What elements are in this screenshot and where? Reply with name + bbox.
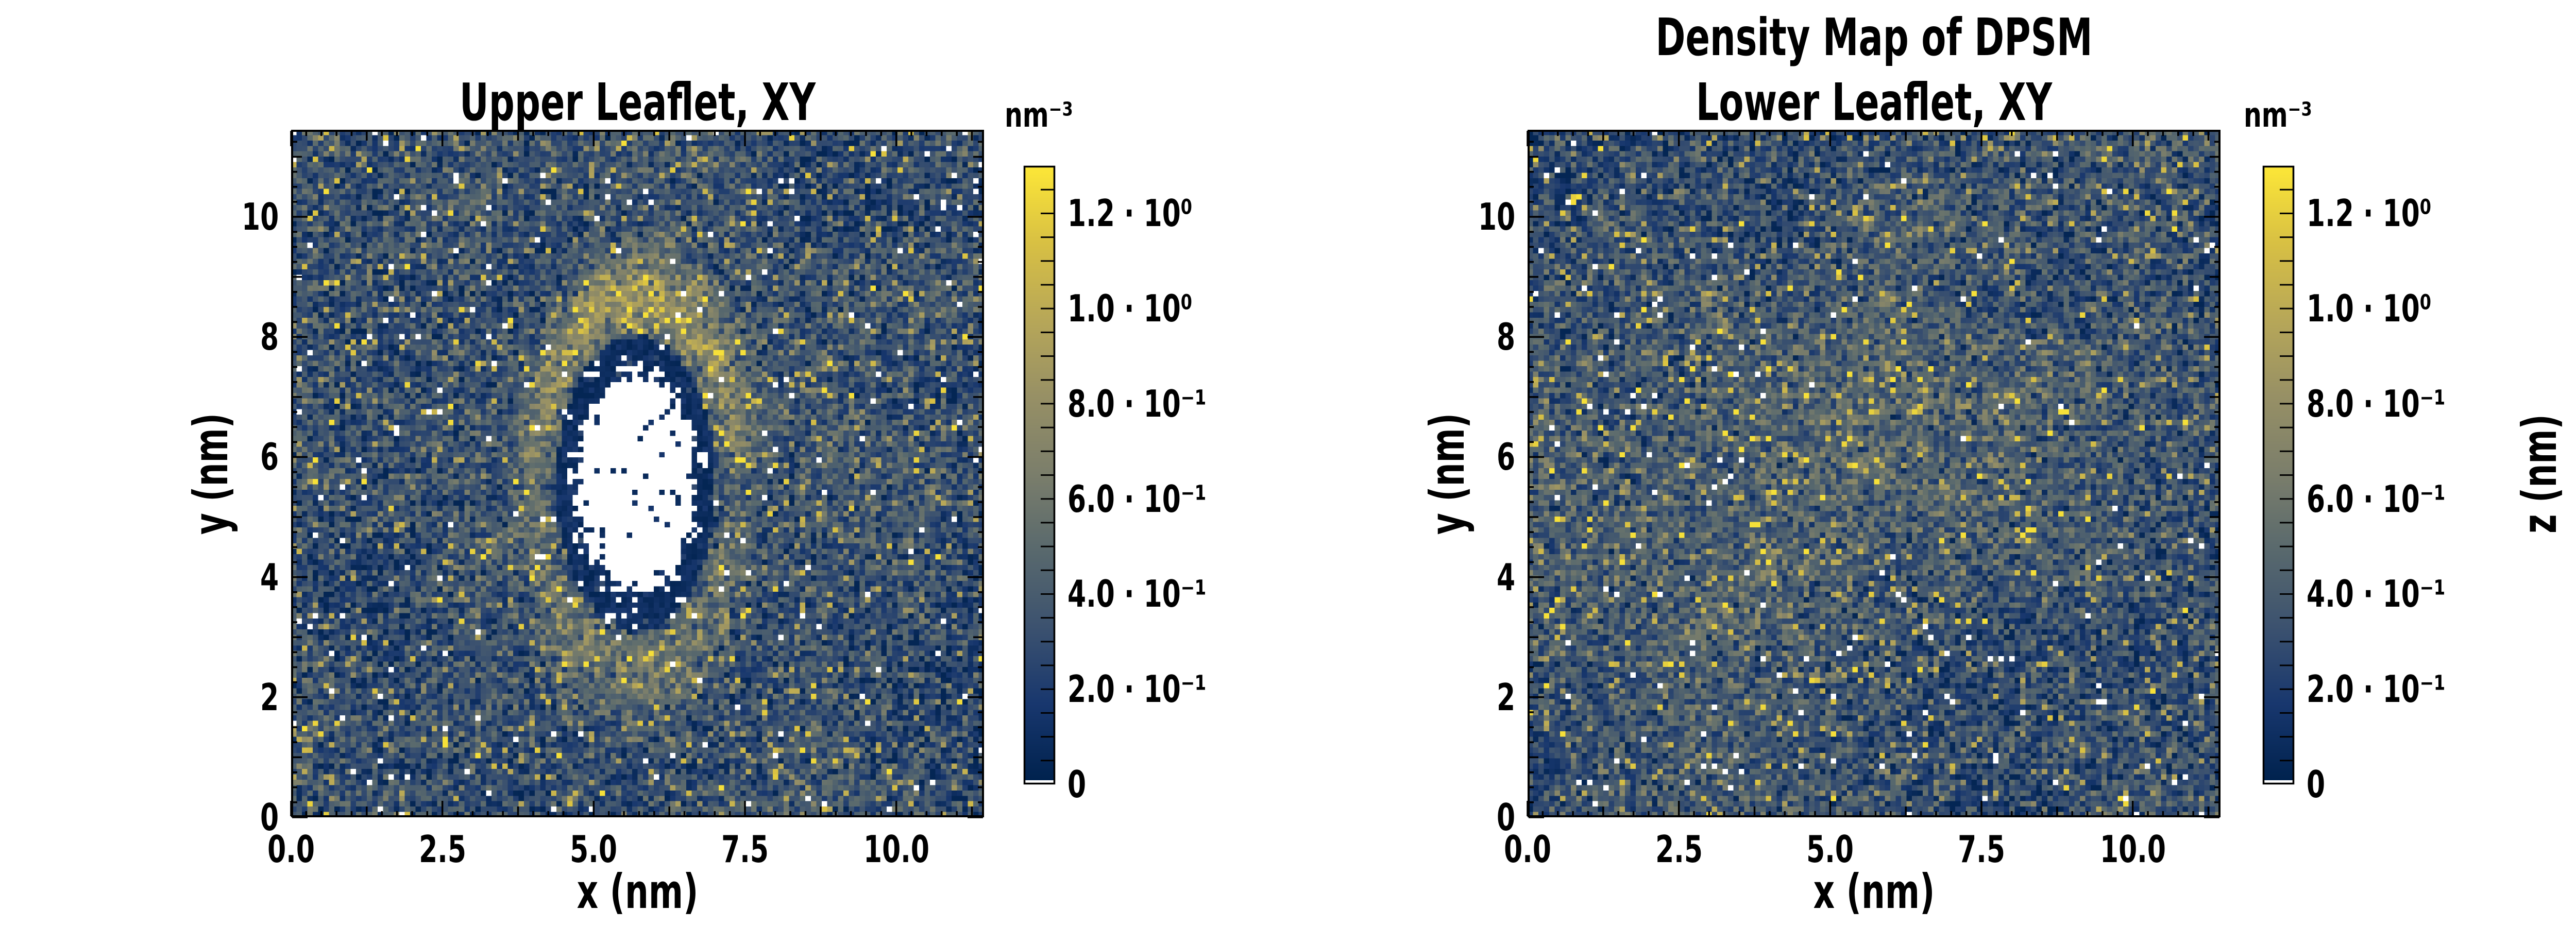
colorbar-tick-label: 2.0 · 10⁻¹ bbox=[1067, 667, 1207, 711]
axes-frame bbox=[290, 130, 984, 818]
y-tick-label: 4 bbox=[260, 555, 279, 599]
colorbar bbox=[2263, 166, 2294, 784]
colorbar-ticks bbox=[2262, 165, 2295, 785]
colorbar-tick-label: 4.0 · 10⁻¹ bbox=[1067, 572, 1207, 616]
colorbar-tick-label: 1.2 · 10⁰ bbox=[2307, 192, 2432, 235]
panel-title: Lower Leaflet, XY bbox=[1696, 72, 2053, 132]
panel-title: Upper Leaflet, XY bbox=[459, 72, 816, 132]
y-tick-label: 2 bbox=[1496, 675, 1515, 719]
y-axis-label: y (nm) bbox=[183, 413, 239, 535]
density-heatmap-lower-leaflet bbox=[1528, 130, 2221, 817]
x-tick-label: 5.0 bbox=[570, 828, 618, 871]
density-heatmap-upper-leaflet bbox=[291, 130, 984, 817]
colorbar-tick-label: 4.0 · 10⁻¹ bbox=[2307, 572, 2446, 616]
y-tick-label: 6 bbox=[1496, 435, 1515, 479]
colorbar-ticks bbox=[1023, 165, 1056, 785]
x-tick-label: 2.5 bbox=[1655, 828, 1703, 871]
x-tick-label: 2.5 bbox=[418, 828, 466, 871]
y-tick-label: 0 bbox=[1496, 796, 1515, 839]
x-tick-label: 7.5 bbox=[721, 828, 769, 871]
y-tick-label: 4 bbox=[1496, 555, 1515, 599]
colorbar-tick-label: 1.0 · 10⁰ bbox=[1067, 287, 1193, 331]
y-tick-label: 8 bbox=[1496, 315, 1515, 359]
figure-suptitle: Density Map of DPSM bbox=[1655, 7, 2093, 67]
y-tick-label: 10 bbox=[1478, 195, 1515, 239]
colorbar-tick-label: 6.0 · 10⁻¹ bbox=[2307, 477, 2446, 521]
y-tick-label: 10 bbox=[241, 195, 279, 239]
y-tick-label: 0 bbox=[260, 796, 279, 839]
x-tick-label: 5.0 bbox=[1806, 828, 1854, 871]
colorbar-tick-label: 8.0 · 10⁻¹ bbox=[1067, 382, 1207, 425]
y-axis-label: y (nm) bbox=[1420, 413, 1475, 535]
colorbar-tick-label: 6.0 · 10⁻¹ bbox=[1067, 477, 1207, 521]
x-axis-label: x (nm) bbox=[1813, 864, 1935, 919]
x-tick-label: 0.0 bbox=[1504, 828, 1551, 871]
y-axis-label: z (nm) bbox=[2512, 414, 2567, 534]
y-tick-label: 2 bbox=[260, 675, 279, 719]
colorbar-tick-label: 1.2 · 10⁰ bbox=[1067, 192, 1193, 235]
colorbar-tick-label: 0 bbox=[1067, 763, 1087, 806]
colorbar-unit-label: nm⁻³ bbox=[1005, 95, 1073, 135]
x-axis-label: x (nm) bbox=[577, 864, 699, 919]
colorbar-unit-label: nm⁻³ bbox=[2244, 95, 2312, 135]
x-tick-label: 10.0 bbox=[863, 828, 929, 871]
colorbar bbox=[1024, 166, 1055, 784]
axes-frame bbox=[1527, 130, 2221, 818]
colorbar-tick-label: 0 bbox=[2307, 763, 2326, 806]
colorbar-tick-label: 1.0 · 10⁰ bbox=[2307, 287, 2432, 331]
y-tick-label: 8 bbox=[260, 315, 279, 359]
x-tick-label: 10.0 bbox=[2099, 828, 2166, 871]
colorbar-tick-label: 8.0 · 10⁻¹ bbox=[2307, 382, 2446, 425]
x-tick-label: 7.5 bbox=[1958, 828, 2005, 871]
y-tick-label: 6 bbox=[260, 435, 279, 479]
x-tick-label: 0.0 bbox=[267, 828, 315, 871]
colorbar-tick-label: 2.0 · 10⁻¹ bbox=[2307, 667, 2446, 711]
